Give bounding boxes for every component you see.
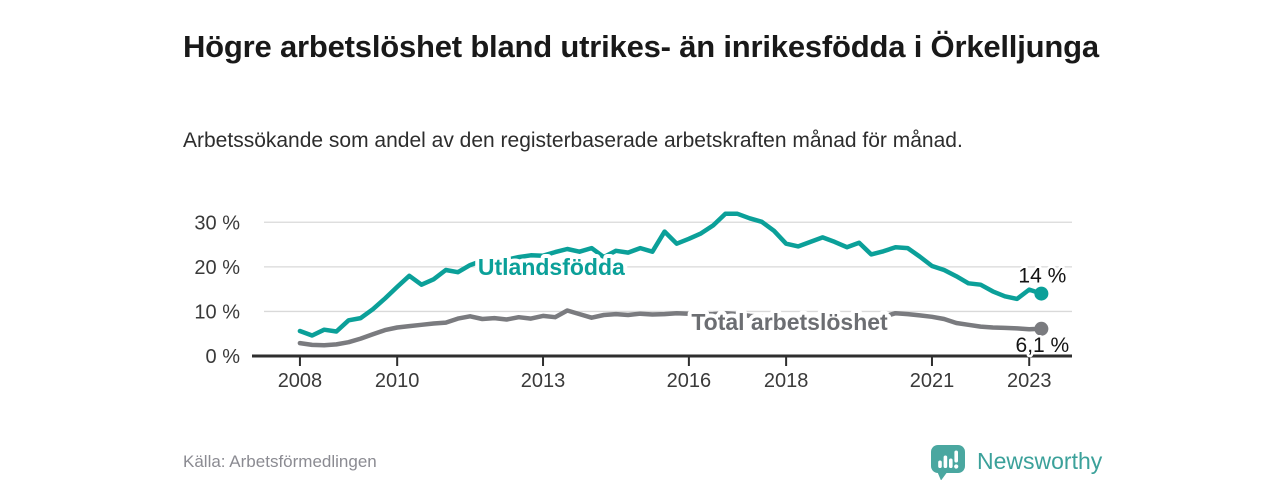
source-note: Källa: Arbetsförmedlingen — [183, 452, 377, 471]
series-label-utlandsf-dda: Utlandsfödda — [478, 254, 625, 280]
x-tick-label: 2023 — [1007, 370, 1052, 392]
x-tick-label: 2008 — [278, 370, 323, 392]
series-end-dot-total-arbetsl-shet — [1034, 321, 1049, 336]
x-tick-label: 2016 — [667, 370, 712, 392]
series-line-total-arbetsl-shet — [297, 308, 1044, 348]
series-end-dot-utlandsf-dda — [1034, 286, 1049, 301]
chart-subtitle: Arbetssökande som andel av den registerb… — [183, 129, 963, 152]
brand-name: Newsworthy — [977, 447, 1103, 474]
x-tick-label: 2010 — [375, 370, 420, 392]
series-label-total-arbetsl-shet: Total arbetslöshet — [691, 309, 888, 335]
x-tick-label: 2021 — [910, 370, 955, 392]
series-line-utlandsf-dda — [297, 211, 1044, 338]
x-tick-label: 2013 — [521, 370, 566, 392]
brand-footer: Newsworthy — [930, 441, 1102, 480]
end-value-label-utlandsf-dda: 14 % — [1018, 265, 1066, 288]
y-tick-label: 10 % — [194, 301, 240, 323]
y-tick-label: 30 % — [194, 212, 240, 234]
page-title: Högre arbetslöshet bland utrikes- än inr… — [183, 28, 1099, 64]
newsworthy-logo-icon — [930, 441, 968, 480]
end-value-label-total-arbetsl-shet: 6,1 % — [1016, 334, 1070, 357]
y-tick-label: 20 % — [194, 257, 240, 279]
y-tick-label: 0 % — [206, 346, 241, 368]
x-tick-label: 2018 — [764, 370, 809, 392]
